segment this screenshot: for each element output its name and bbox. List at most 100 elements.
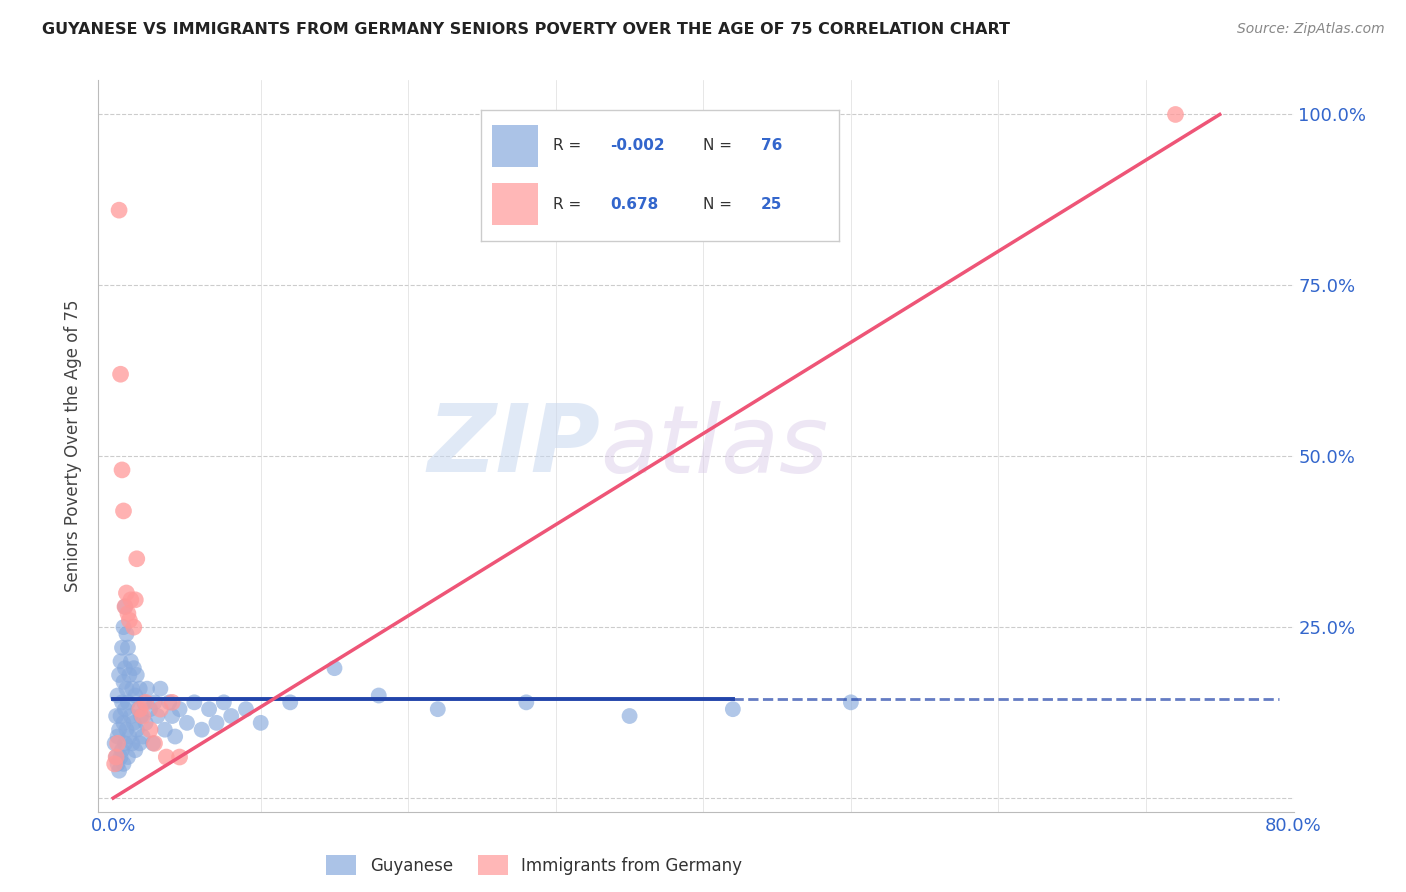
Point: [121, 736, 143, 750]
Point: [190, 723, 212, 737]
Point: [111, 463, 134, 477]
Point: [367, 689, 389, 703]
Point: [107, 689, 129, 703]
Point: [114, 599, 136, 614]
Point: [117, 750, 139, 764]
Point: [176, 715, 198, 730]
Point: [212, 695, 235, 709]
Point: [112, 756, 135, 771]
Point: [183, 695, 205, 709]
Point: [124, 592, 146, 607]
Point: [114, 661, 136, 675]
Point: [110, 368, 132, 382]
Point: [117, 695, 139, 709]
Point: [142, 736, 165, 750]
Point: [105, 709, 128, 723]
Point: [120, 654, 142, 668]
Point: [107, 756, 129, 771]
Point: [619, 709, 641, 723]
Point: [108, 203, 131, 218]
Point: [249, 715, 271, 730]
Point: [136, 681, 159, 696]
Point: [105, 750, 128, 764]
Point: [108, 668, 131, 682]
Point: [155, 750, 177, 764]
Point: [169, 750, 191, 764]
Point: [149, 681, 172, 696]
Point: [111, 695, 134, 709]
Point: [129, 709, 152, 723]
Point: [108, 764, 131, 778]
Point: [104, 756, 127, 771]
Point: [108, 723, 131, 737]
Point: [117, 640, 139, 655]
Point: [131, 730, 153, 744]
Point: [114, 702, 136, 716]
Point: [135, 715, 157, 730]
Point: [114, 736, 136, 750]
Point: [139, 702, 162, 716]
Text: ZIP: ZIP: [427, 400, 600, 492]
Point: [205, 715, 228, 730]
Text: GUYANESE VS IMMIGRANTS FROM GERMANY SENIORS POVERTY OVER THE AGE OF 75 CORRELATI: GUYANESE VS IMMIGRANTS FROM GERMANY SENI…: [42, 22, 1010, 37]
Point: [114, 599, 136, 614]
Point: [139, 723, 162, 737]
Point: [122, 661, 145, 675]
Point: [146, 709, 169, 723]
Point: [125, 668, 148, 682]
Point: [135, 695, 157, 709]
Point: [128, 736, 150, 750]
Point: [839, 695, 862, 709]
Point: [169, 702, 191, 716]
Text: Source: ZipAtlas.com: Source: ZipAtlas.com: [1237, 22, 1385, 37]
Point: [112, 674, 135, 689]
Point: [134, 695, 156, 709]
Point: [104, 736, 127, 750]
Point: [278, 695, 301, 709]
Point: [160, 709, 183, 723]
Point: [165, 730, 187, 744]
Point: [111, 743, 134, 757]
Point: [122, 620, 145, 634]
Point: [112, 620, 135, 634]
Point: [118, 668, 141, 682]
Point: [125, 551, 148, 566]
Point: [198, 702, 221, 716]
Point: [426, 702, 449, 716]
Point: [128, 681, 150, 696]
Point: [143, 736, 166, 750]
Legend: Guyanese, Immigrants from Germany: Guyanese, Immigrants from Germany: [326, 855, 742, 875]
Point: [107, 730, 129, 744]
Point: [112, 715, 135, 730]
Point: [143, 695, 166, 709]
Point: [721, 702, 744, 716]
Point: [235, 702, 257, 716]
Point: [127, 702, 149, 716]
Point: [107, 736, 129, 750]
Point: [105, 750, 128, 764]
Point: [219, 709, 242, 723]
Point: [1164, 107, 1187, 121]
Point: [125, 723, 148, 737]
Point: [115, 681, 138, 696]
Point: [110, 654, 132, 668]
Point: [160, 695, 183, 709]
Point: [124, 743, 146, 757]
Point: [122, 715, 145, 730]
Point: [323, 661, 346, 675]
Point: [120, 592, 142, 607]
Point: [149, 702, 172, 716]
Point: [515, 695, 537, 709]
Point: [153, 723, 176, 737]
Point: [111, 640, 134, 655]
Text: atlas: atlas: [600, 401, 828, 491]
Point: [115, 723, 138, 737]
Point: [115, 627, 138, 641]
Point: [120, 709, 142, 723]
Point: [117, 607, 139, 621]
Point: [110, 709, 132, 723]
Point: [157, 695, 180, 709]
Point: [121, 681, 143, 696]
Point: [131, 709, 153, 723]
Point: [118, 730, 141, 744]
